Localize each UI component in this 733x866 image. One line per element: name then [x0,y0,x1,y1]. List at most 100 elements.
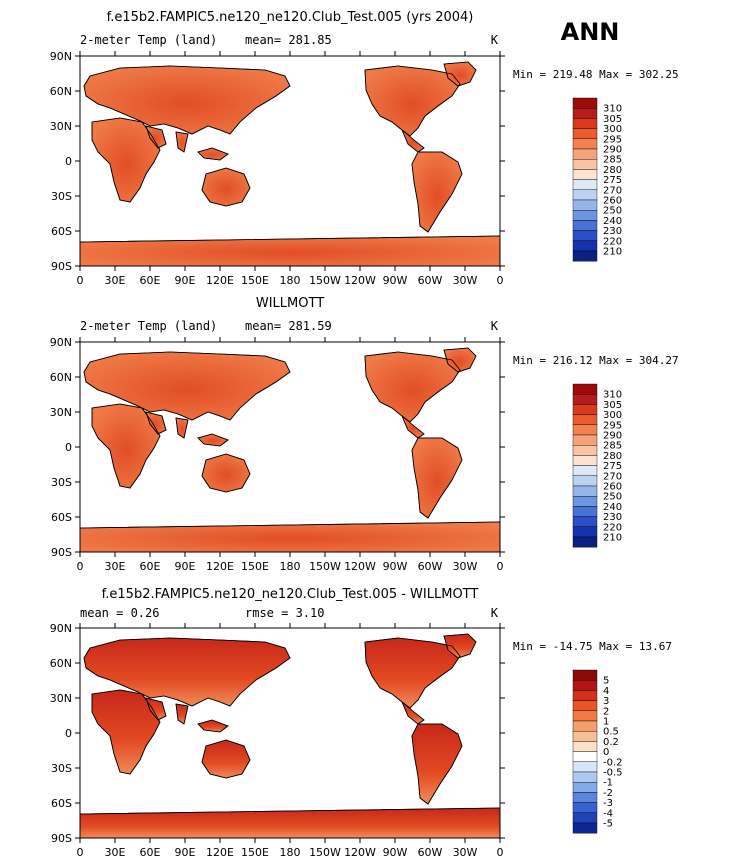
x-tick-label: 120E [206,560,234,573]
colorbar-swatch [572,792,598,803]
colorbar-label: 260 [603,196,622,207]
panel-minmax: Min = 219.48 Max = 302.25 [513,68,679,81]
colorbar-label: 290 [603,431,622,442]
panel-1: f.e15b2.FAMPIC5.ne120_ne120.Club_Test.00… [50,10,679,287]
colorbar-label: -1 [603,778,613,789]
colorbar-swatch [572,250,598,262]
colorbar-swatch [572,751,598,762]
colorbar-swatch [572,179,598,191]
colorbar-swatch [572,771,598,783]
colorbar-swatch [572,802,598,813]
x-tick-label: 30W [453,274,478,287]
x-tick-label: 150W [309,846,341,859]
y-tick-label: 30S [51,762,72,775]
colorbar-swatch [572,526,598,538]
x-tick-label: 180 [280,560,301,573]
x-tick-label: 0 [497,274,504,287]
colorbar-label: 220 [603,522,622,533]
colorbar-swatch [572,690,598,701]
x-tick-label: 90W [383,560,408,573]
x-tick-label: 180 [280,846,301,859]
x-tick-label: 150E [241,274,269,287]
colorbar-label: 275 [603,175,622,186]
colorbar-label: 285 [603,441,622,452]
x-tick-label: 150E [241,846,269,859]
colorbar-swatch [572,485,598,497]
colorbar-swatch [572,118,598,129]
colorbar-swatch [572,189,598,201]
x-tick-label: 30W [453,560,478,573]
y-tick-label: 90N [50,622,72,635]
colorbar-swatch [572,720,598,732]
colorbar-swatch [572,680,598,691]
x-tick-label: 60E [140,846,161,859]
panel-left-label: mean = 0.26 [80,606,159,620]
season-label: ANN [561,18,620,46]
colorbar-swatch [572,536,598,548]
colorbar-swatch [572,199,598,211]
x-tick-label: 60W [418,846,443,859]
x-tick-label: 90W [383,846,408,859]
x-tick-label: 30W [453,846,478,859]
panel-title: WILLMOTT [256,296,324,311]
panel-minmax: Min = -14.75 Max = 13.67 [513,640,672,653]
colorbar-label: 310 [603,390,622,401]
colorbar-label: 280 [603,165,622,176]
y-tick-label: 30S [51,476,72,489]
x-tick-label: 120W [344,560,376,573]
colorbar-label: 2 [603,706,609,717]
colorbar-label: 305 [603,114,622,125]
x-tick-label: 0 [77,560,84,573]
colorbar-swatch [572,220,598,231]
colorbar-swatch [572,761,598,773]
colorbar-swatch [572,812,598,824]
y-tick-label: 90S [51,546,72,559]
colorbar-label: 220 [603,236,622,247]
colorbar-label: 300 [603,124,622,135]
colorbar-swatch [572,240,598,252]
x-tick-label: 60E [140,560,161,573]
y-tick-label: 30N [50,692,72,705]
colorbar-swatch [572,169,598,180]
colorbar-label: 305 [603,400,622,411]
colorbar-label: 270 [603,185,622,196]
colorbar-label: 240 [603,502,622,513]
x-tick-label: 120W [344,846,376,859]
x-tick-label: 150W [309,560,341,573]
colorbar-label: 230 [603,226,622,237]
y-tick-label: 60S [51,797,72,810]
x-tick-label: 120E [206,274,234,287]
x-tick-label: 60W [418,274,443,287]
colorbar-swatch [572,414,598,426]
y-tick-label: 90S [51,832,72,845]
colorbar-label: 230 [603,512,622,523]
colorbar-label: 295 [603,420,622,431]
colorbar-label: 0 [603,747,609,758]
panel-3: f.e15b2.FAMPIC5.ne120_ne120.Club_Test.00… [50,587,672,859]
y-tick-label: 30N [50,120,72,133]
colorbar-swatch [572,516,598,527]
colorbar-label: 1 [603,717,609,728]
panel-title: f.e15b2.FAMPIC5.ne120_ne120.Club_Test.00… [102,587,479,602]
colorbar-label: 270 [603,471,622,482]
panel-stats: rmse = 3.10 [245,606,324,620]
x-tick-label: 150E [241,560,269,573]
panel-left-label: 2-meter Temp (land) [80,33,217,47]
colorbar-swatch [572,394,598,405]
colorbar-swatch [572,383,598,395]
colorbar-label: 0.5 [603,727,619,738]
colorbar-label: 5 [603,676,609,687]
colorbar-label: -0.5 [603,768,623,779]
x-tick-label: 120E [206,846,234,859]
colorbar-label: -5 [603,819,613,830]
x-tick-label: 0 [77,274,84,287]
colorbar-swatch [572,700,598,711]
panel-units: K [491,319,499,333]
colorbar-swatch [572,138,598,150]
y-tick-label: 30S [51,190,72,203]
x-tick-label: 180 [280,274,301,287]
y-tick-label: 90N [50,336,72,349]
y-tick-label: 60N [50,371,72,384]
